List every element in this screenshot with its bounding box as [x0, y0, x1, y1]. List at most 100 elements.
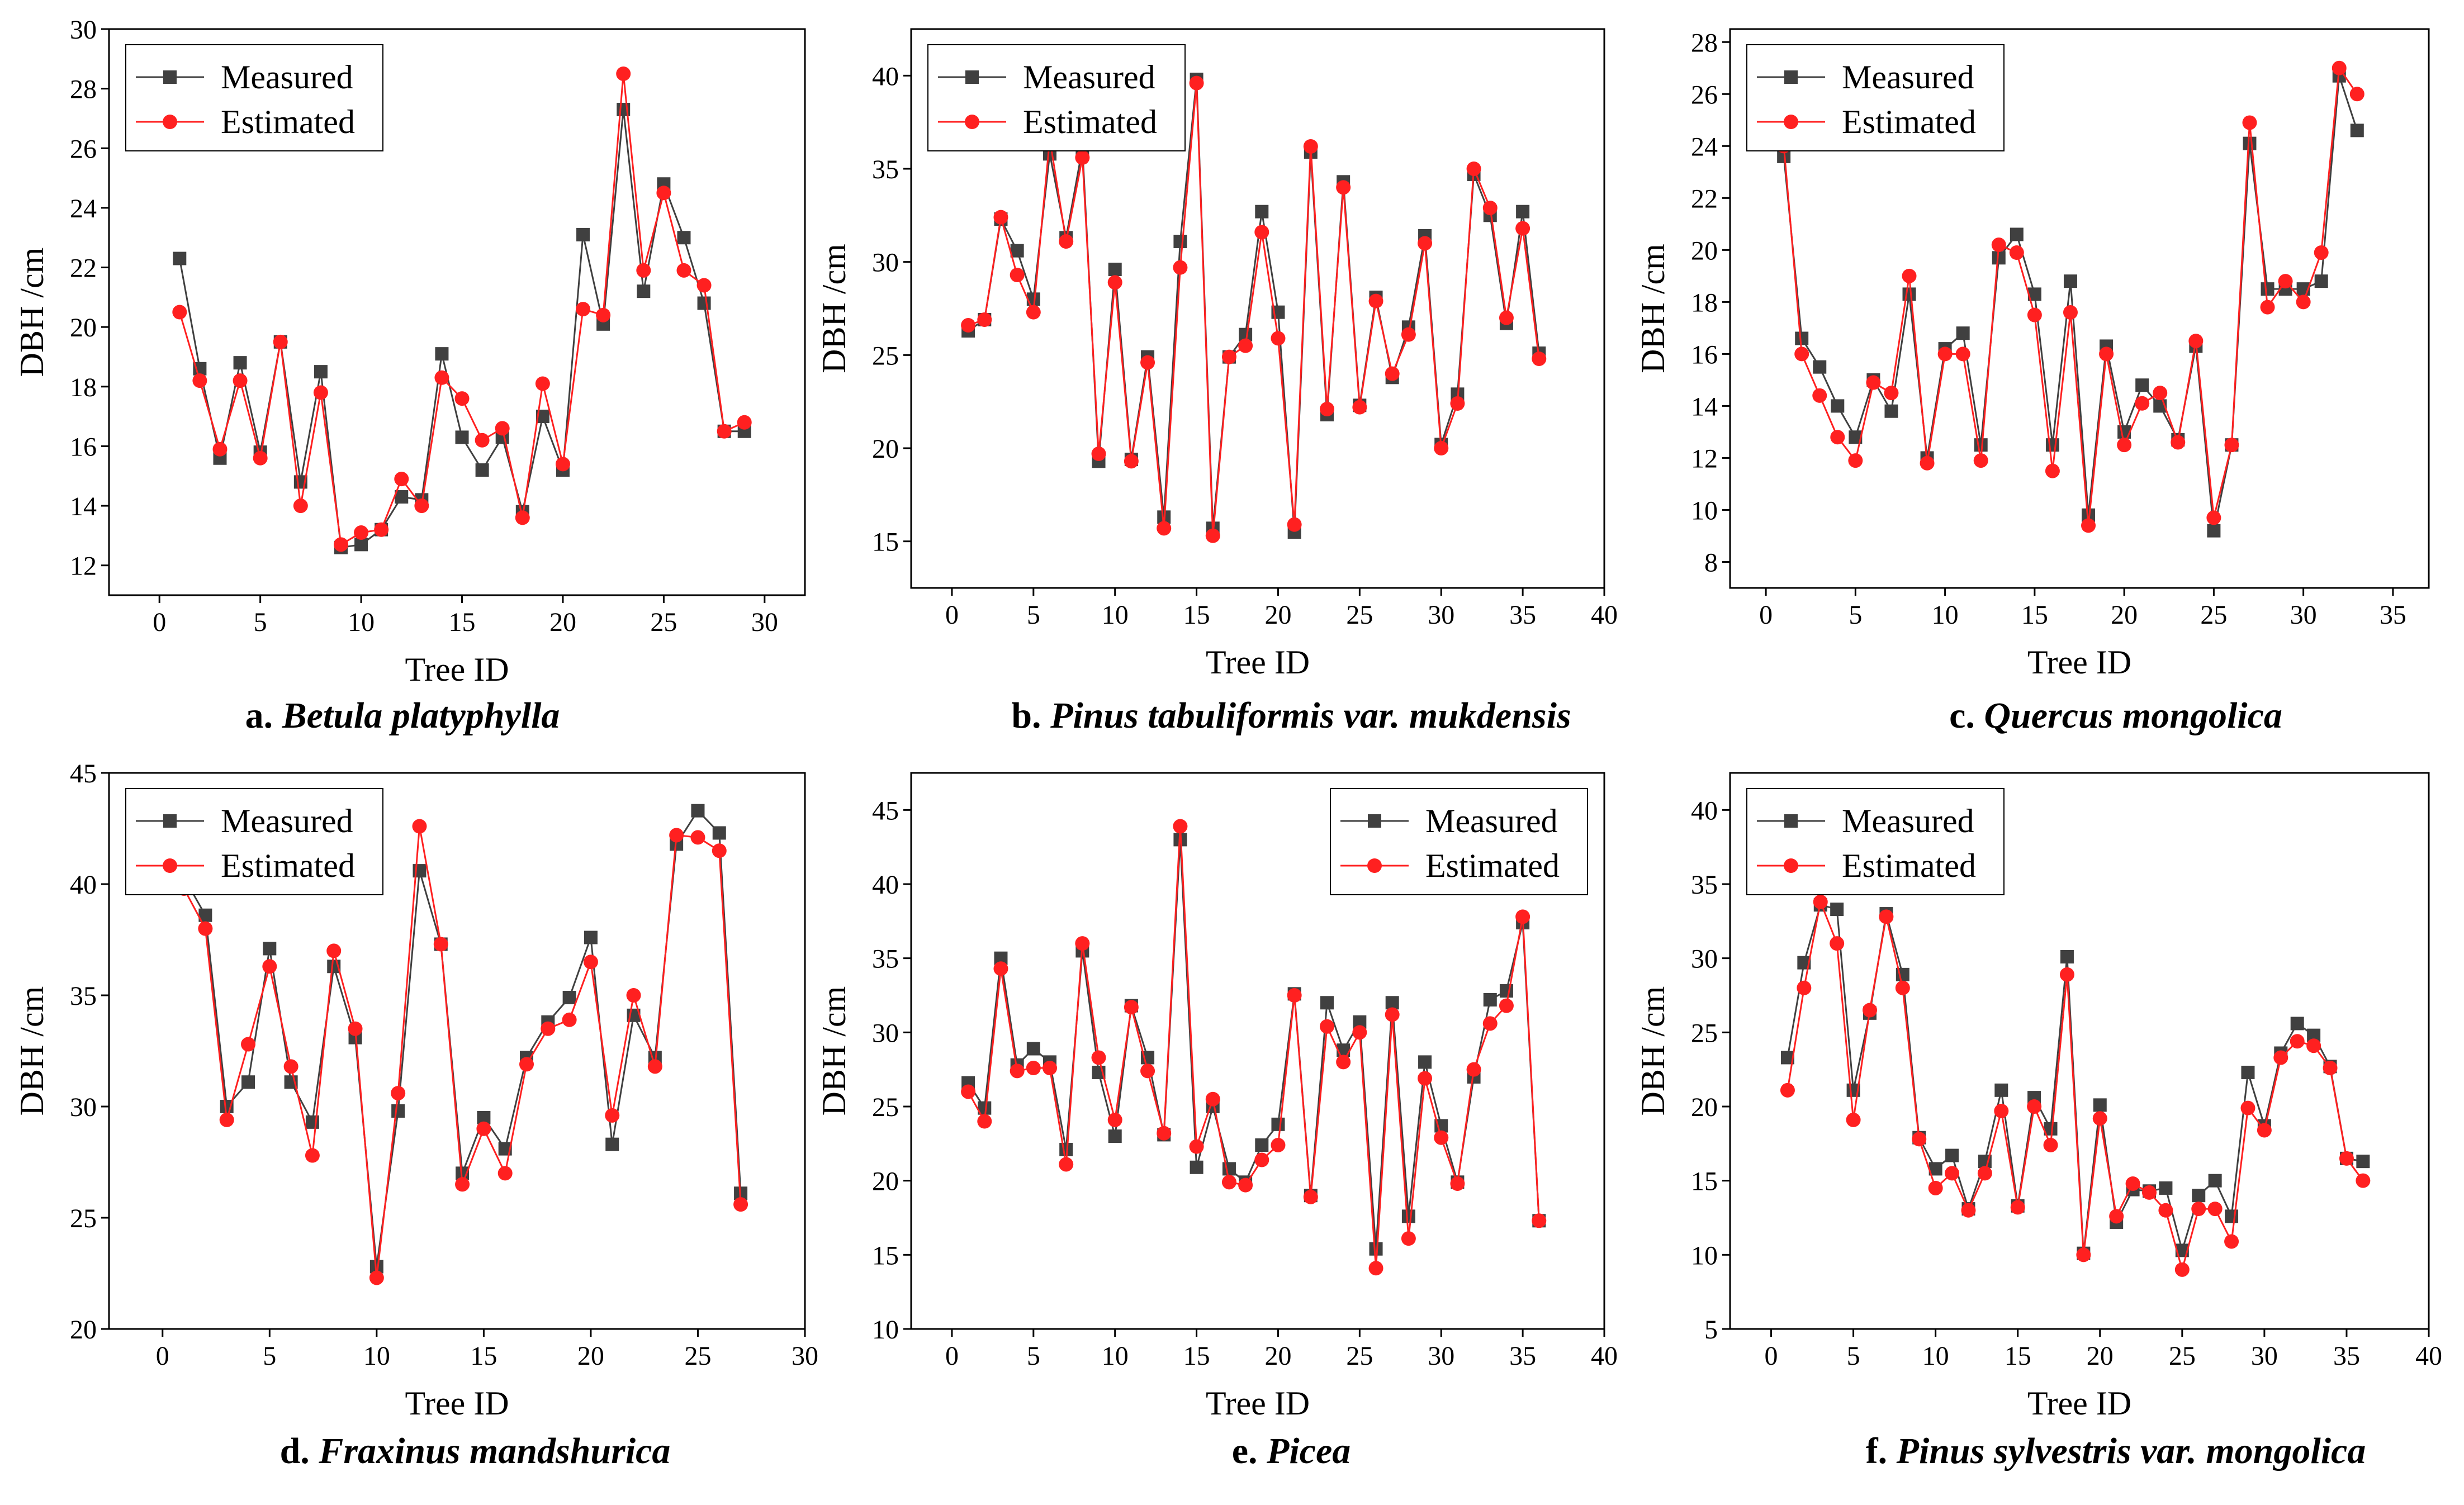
x-axis-label: Tree ID — [2027, 644, 2131, 681]
estimated-point — [1973, 453, 1988, 468]
measured-point — [2135, 378, 2149, 392]
estimated-point — [576, 302, 591, 317]
estimated-point — [977, 312, 992, 327]
measured-point — [173, 251, 187, 265]
legend-measured-label: Measured — [1842, 803, 1974, 839]
estimated-point — [1482, 1016, 1498, 1031]
x-tick-label: 15 — [449, 607, 476, 637]
y-tick-label: 20 — [872, 1167, 899, 1197]
y-tick-label: 40 — [1691, 796, 1718, 825]
legend-measured-label: Measured — [1425, 803, 1558, 839]
legend-box — [125, 44, 383, 151]
estimated-point — [1401, 1231, 1416, 1246]
estimated-point — [626, 988, 641, 1003]
estimated-point — [1091, 447, 1106, 461]
legend-box — [927, 44, 1186, 151]
estimated-point — [1884, 386, 1899, 401]
estimated-point — [1173, 819, 1188, 834]
estimated-point — [1401, 327, 1416, 342]
estimated-point — [1352, 400, 1367, 415]
estimated-point — [1238, 338, 1253, 353]
estimated-point — [305, 1148, 320, 1163]
estimated-point — [334, 537, 348, 552]
x-tick-label: 10 — [1922, 1341, 1949, 1371]
measured-point — [712, 826, 726, 840]
measured-point — [391, 1104, 405, 1118]
estimated-point — [1026, 305, 1041, 320]
estimated-point — [2092, 1111, 2107, 1126]
y-tick-label: 25 — [1691, 1018, 1718, 1048]
estimated-point — [1320, 1019, 1334, 1034]
legend-estimated-marker — [1784, 858, 1798, 873]
estimated-point — [555, 457, 570, 472]
x-tick-label: 30 — [751, 607, 778, 637]
legend-estimated-label: Estimated — [1425, 847, 1560, 884]
y-tick-label: 15 — [1691, 1167, 1718, 1197]
estimated-point — [1336, 1055, 1351, 1070]
estimated-point — [1075, 150, 1090, 165]
estimated-point — [535, 376, 550, 391]
x-tick-label: 0 — [156, 1341, 169, 1371]
x-tick-label: 10 — [1102, 600, 1129, 630]
caption-letter: f. — [1866, 1431, 1897, 1471]
estimated-point — [495, 421, 510, 436]
panel-caption: b. Pinus tabuliformis var. mukdensis — [1011, 695, 1571, 736]
estimated-point — [1920, 455, 1935, 471]
x-tick-label: 25 — [2200, 600, 2227, 630]
y-tick-label: 25 — [872, 341, 899, 371]
x-tick-label: 35 — [1509, 600, 1536, 630]
estimated-point — [1895, 980, 1910, 995]
estimated-point — [1450, 1176, 1465, 1191]
estimated-point — [293, 498, 308, 514]
y-tick-label: 18 — [70, 373, 97, 402]
measured-point — [1994, 1083, 2008, 1097]
estimated-point — [1320, 402, 1334, 416]
estimated-point — [2273, 1050, 2288, 1065]
estimated-series-line — [968, 83, 1540, 536]
estimated-point — [993, 210, 1008, 225]
plot-frame — [910, 28, 1605, 589]
x-tick-label: 40 — [1591, 600, 1618, 630]
legend-measured-marker — [1368, 814, 1381, 828]
estimated-point — [1902, 268, 1917, 283]
measured-point — [697, 296, 711, 310]
legend-estimated-marker — [163, 858, 177, 873]
measured-point — [2290, 1017, 2304, 1031]
y-tick-label: 30 — [70, 15, 97, 45]
estimated-point — [1157, 521, 1172, 536]
estimated-point — [1026, 1061, 1041, 1076]
x-tick-label: 30 — [792, 1341, 818, 1371]
estimated-point — [717, 424, 732, 439]
estimated-point — [1271, 1137, 1286, 1152]
measured-point — [605, 1137, 619, 1151]
estimated-point — [2332, 60, 2347, 75]
y-tick-label: 45 — [70, 759, 97, 789]
measured-point — [1255, 1138, 1269, 1152]
estimated-point — [476, 1121, 491, 1136]
estimated-point — [1287, 517, 1302, 532]
estimated-point — [2009, 245, 2024, 260]
estimated-point — [1434, 1130, 1449, 1145]
measured-point — [1320, 996, 1334, 1010]
plot-frame — [1729, 28, 2430, 589]
caption-letter: d. — [280, 1431, 319, 1471]
estimated-point — [1385, 366, 1400, 381]
measured-point — [1945, 1148, 1959, 1162]
plot-frame — [108, 28, 806, 596]
measured-point — [1190, 1160, 1203, 1174]
estimated-point — [262, 959, 277, 974]
panel-caption: d. Fraxinus mandshurica — [280, 1431, 671, 1471]
x-tick-label: 20 — [549, 607, 576, 637]
legend: Measured Estimated — [1746, 44, 2005, 151]
measured-point — [1499, 984, 1513, 998]
legend-measured-label: Measured — [1023, 59, 1155, 96]
x-tick-label: 10 — [363, 1341, 390, 1371]
caption-letter: c. — [1949, 695, 1984, 736]
estimated-point — [1515, 909, 1530, 924]
estimated-point — [2207, 1202, 2223, 1217]
x-tick-label: 25 — [1346, 600, 1373, 630]
caption-letter: e. — [1232, 1431, 1267, 1471]
estimated-point — [2010, 1200, 2025, 1215]
estimated-point — [1912, 1132, 1927, 1147]
measured-point — [1795, 331, 1809, 345]
